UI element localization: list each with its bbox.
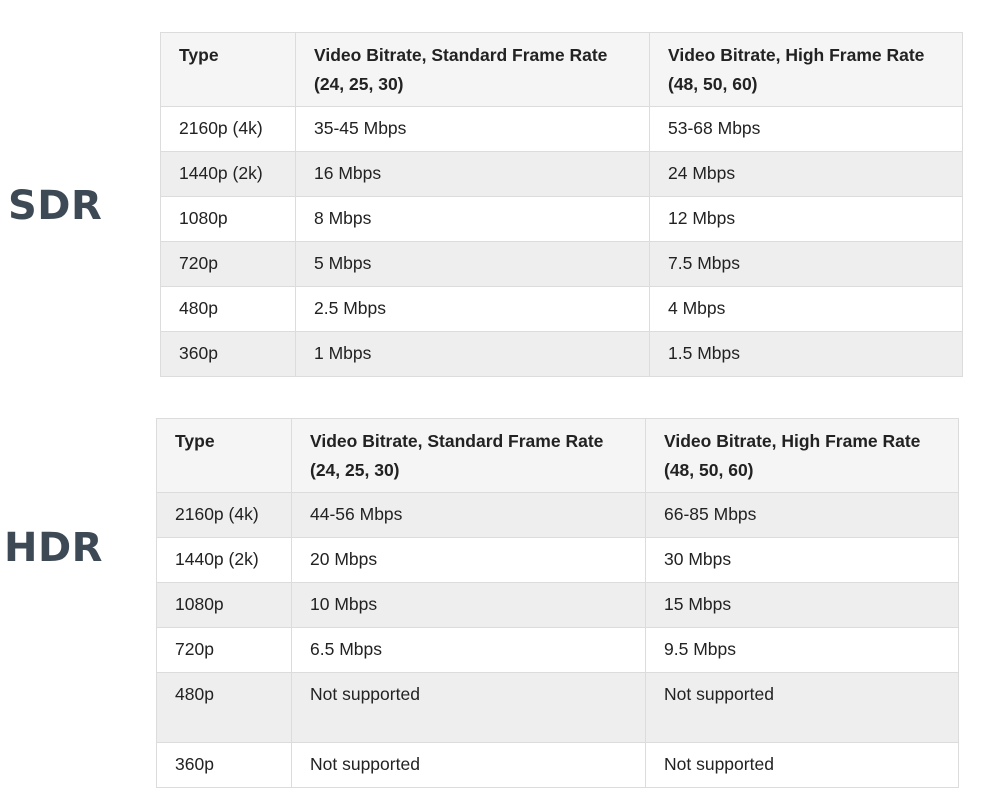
resolution-cell: 720p (160, 241, 296, 287)
high-bitrate-cell: 4 Mbps (649, 286, 963, 332)
table-row: 720p 5 Mbps 7.5 Mbps (160, 241, 963, 287)
column-header-high-frame-rate: Video Bitrate, High Frame Rate (48, 50, … (645, 418, 959, 493)
table-row: 1440p (2k) 20 Mbps 30 Mbps (156, 537, 959, 583)
resolution-cell: 2160p (4k) (156, 492, 292, 538)
standard-bitrate-cell: Not supported (291, 742, 646, 788)
standard-bitrate-cell: Not supported (291, 672, 646, 743)
standard-bitrate-cell: 35-45 Mbps (295, 106, 650, 152)
high-bitrate-cell: 1.5 Mbps (649, 331, 963, 377)
high-bitrate-cell: Not supported (645, 672, 959, 743)
standard-bitrate-cell: 8 Mbps (295, 196, 650, 242)
standard-bitrate-cell: 10 Mbps (291, 582, 646, 628)
column-header-standard-frame-rate: Video Bitrate, Standard Frame Rate (24, … (291, 418, 646, 493)
resolution-cell: 1080p (156, 582, 292, 628)
high-bitrate-cell: 15 Mbps (645, 582, 959, 628)
resolution-cell: 480p (160, 286, 296, 332)
standard-bitrate-cell: 5 Mbps (295, 241, 650, 287)
table-row: 360p 1 Mbps 1.5 Mbps (160, 331, 963, 377)
high-bitrate-cell: 53-68 Mbps (649, 106, 963, 152)
table-row: 720p 6.5 Mbps 9.5 Mbps (156, 627, 959, 673)
hdr-bitrate-table: Type Video Bitrate, Standard Frame Rate … (156, 418, 959, 788)
hdr-section-label: HDR (4, 525, 103, 571)
high-bitrate-cell: Not supported (645, 742, 959, 788)
high-bitrate-cell: 66-85 Mbps (645, 492, 959, 538)
table-row: 2160p (4k) 44-56 Mbps 66-85 Mbps (156, 492, 959, 538)
standard-bitrate-cell: 2.5 Mbps (295, 286, 650, 332)
standard-bitrate-cell: 6.5 Mbps (291, 627, 646, 673)
column-header-type: Type (160, 32, 296, 107)
column-header-high-frame-rate: Video Bitrate, High Frame Rate (48, 50, … (649, 32, 963, 107)
standard-bitrate-cell: 1 Mbps (295, 331, 650, 377)
table-header-row: Type Video Bitrate, Standard Frame Rate … (160, 32, 963, 107)
table-row: 2160p (4k) 35-45 Mbps 53-68 Mbps (160, 106, 963, 152)
table-row: 1080p 10 Mbps 15 Mbps (156, 582, 959, 628)
high-bitrate-cell: 7.5 Mbps (649, 241, 963, 287)
high-bitrate-cell: 12 Mbps (649, 196, 963, 242)
resolution-cell: 1440p (2k) (156, 537, 292, 583)
sdr-bitrate-table: Type Video Bitrate, Standard Frame Rate … (160, 32, 963, 377)
column-header-standard-frame-rate: Video Bitrate, Standard Frame Rate (24, … (295, 32, 650, 107)
table-row: 480p 2.5 Mbps 4 Mbps (160, 286, 963, 332)
column-header-type: Type (156, 418, 292, 493)
resolution-cell: 2160p (4k) (160, 106, 296, 152)
table-header-row: Type Video Bitrate, Standard Frame Rate … (156, 418, 959, 493)
high-bitrate-cell: 24 Mbps (649, 151, 963, 197)
table-row: 1440p (2k) 16 Mbps 24 Mbps (160, 151, 963, 197)
resolution-cell: 480p (156, 672, 292, 743)
standard-bitrate-cell: 44-56 Mbps (291, 492, 646, 538)
high-bitrate-cell: 9.5 Mbps (645, 627, 959, 673)
resolution-cell: 1080p (160, 196, 296, 242)
resolution-cell: 360p (156, 742, 292, 788)
table-row: 480p Not supported Not supported (156, 672, 959, 743)
high-bitrate-cell: 30 Mbps (645, 537, 959, 583)
standard-bitrate-cell: 16 Mbps (295, 151, 650, 197)
table-row: 360p Not supported Not supported (156, 742, 959, 788)
standard-bitrate-cell: 20 Mbps (291, 537, 646, 583)
table-row: 1080p 8 Mbps 12 Mbps (160, 196, 963, 242)
resolution-cell: 720p (156, 627, 292, 673)
resolution-cell: 360p (160, 331, 296, 377)
sdr-section-label: SDR (8, 183, 103, 229)
resolution-cell: 1440p (2k) (160, 151, 296, 197)
